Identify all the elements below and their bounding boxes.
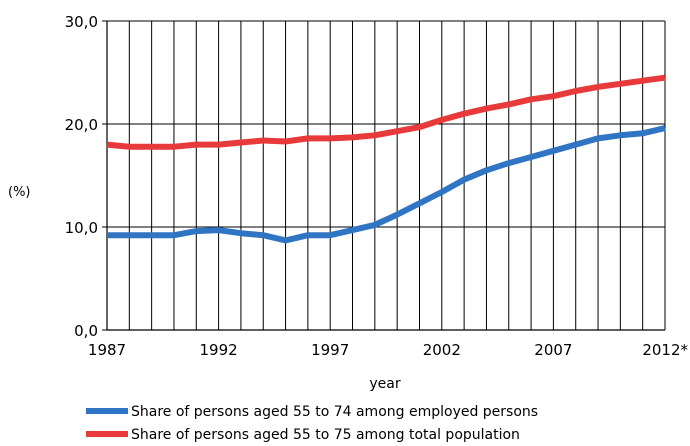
legend-label-1: Share of persons aged 55 to 74 among emp… (131, 404, 538, 420)
y-tick-label: 30,0 (65, 13, 98, 31)
x-tick-label: 2012* (642, 341, 688, 359)
legend-label-2: Share of persons aged 55 to 75 among tot… (131, 427, 520, 443)
series-line-2 (106, 74, 666, 150)
x-tick-label: 2007 (534, 341, 572, 359)
y-tick-label: 0,0 (74, 322, 98, 340)
axes (102, 20, 666, 331)
y-tick-label: 10,0 (65, 219, 98, 237)
y-tick-labels: 0,0 10,0 20,0 30,0 (65, 13, 98, 340)
y-tick-label: 20,0 (65, 116, 98, 134)
x-tick-label: 2002 (423, 341, 461, 359)
x-tick-label: 1997 (311, 341, 349, 359)
y-axis-label: (%) (8, 185, 31, 200)
x-tick-label: 1992 (200, 341, 238, 359)
series-lines (106, 74, 666, 244)
x-axis-label: year (369, 376, 400, 392)
x-tick-label: 1987 (88, 341, 126, 359)
series-line-1 (107, 125, 666, 244)
legend: Share of persons aged 55 to 74 among emp… (86, 404, 538, 443)
grid-lines (106, 20, 666, 331)
x-tick-labels: 1987 1992 1997 2002 2007 2012* (88, 341, 689, 359)
